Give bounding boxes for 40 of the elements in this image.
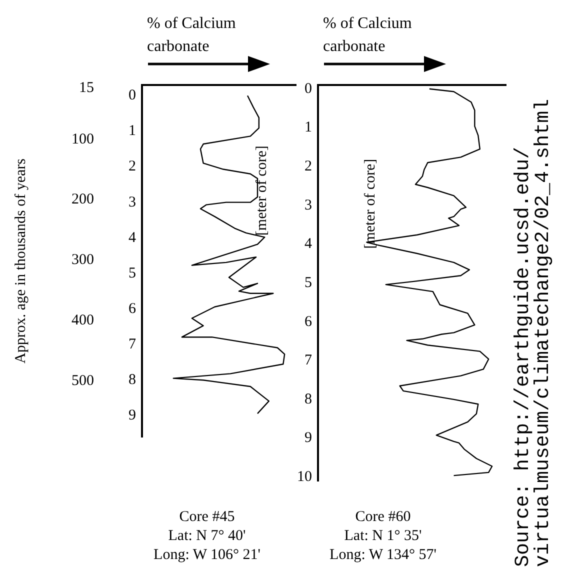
y-tick-label: 9 (128, 408, 136, 424)
text: Long: W 106° 21' (152, 546, 262, 565)
y-tick-label: 7 (128, 336, 136, 352)
y2-tick-label: 400 (72, 312, 94, 328)
y-tick-label: 5 (304, 274, 312, 291)
y-tick-label: 5 (128, 265, 136, 282)
y2-tick-label: 500 (72, 372, 94, 389)
y2-tick-label: 100 (72, 131, 94, 148)
source-note: Source: http://earthguide.ucsd.edu/ (512, 146, 535, 567)
y-axis-title: [meter of core] (362, 158, 379, 249)
y-tick-label: 3 (304, 197, 312, 214)
y-tick-label: 10 (297, 469, 312, 486)
text: Core #60 (354, 508, 412, 527)
text: virtualmuseum/climatechange2/02_4.shtml (532, 98, 555, 567)
y2-axis-title: Approx. age in thousands of years (12, 158, 29, 364)
y-tick-label: 0 (304, 80, 312, 97)
y-tick-label: 6 (128, 300, 136, 317)
y2-tick-label: 15 (79, 80, 94, 96)
y-tick-label: 4 (304, 236, 312, 252)
x-axis-title: % of Calcium carbonate (147, 14, 237, 57)
text: Lat: N 1° 35' (343, 527, 423, 546)
x-axis-title: % of Calcium carbonate (323, 14, 413, 57)
y-tick-label: 8 (304, 391, 312, 408)
y-tick-label: 4 (128, 230, 136, 246)
y-tick-label: 2 (128, 158, 136, 175)
y-tick-label: 1 (304, 120, 312, 136)
y-tick-label: 3 (128, 194, 136, 210)
y-tick-label: 0 (128, 88, 136, 104)
text: Long: W 134° 57' (328, 546, 438, 565)
y-tick-label: 9 (304, 430, 312, 446)
text: Lat: N 7° 40' (167, 527, 247, 546)
y-tick-label: 1 (128, 123, 136, 140)
y2-tick-label: 300 (72, 252, 94, 268)
y-tick-label: 7 (304, 352, 312, 369)
text: Core #45 (178, 508, 236, 527)
y-axis-title: [meter of core] (254, 146, 270, 236)
y-tick-label: 2 (304, 158, 312, 174)
y-tick-label: 8 (128, 372, 136, 388)
y-tick-label: 6 (304, 314, 312, 330)
y2-tick-label: 200 (72, 192, 94, 208)
